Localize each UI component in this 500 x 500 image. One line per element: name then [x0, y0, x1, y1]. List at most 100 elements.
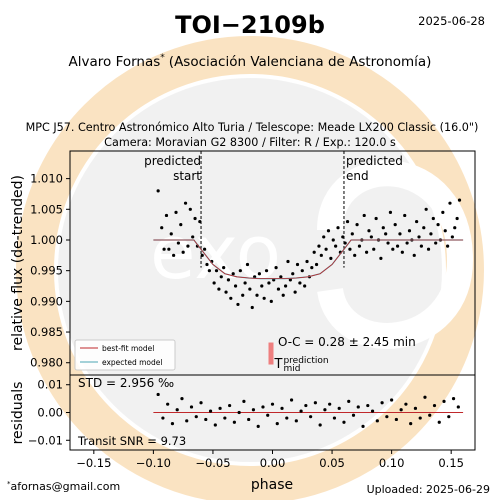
- residuals-x-ticks: −0.15 −0.10 −0.05 0.00 0.05 0.10 0.15: [76, 450, 464, 470]
- residuals-y-ticks: −0.01 0.00 0.01: [28, 378, 70, 447]
- residual-point: [442, 399, 446, 403]
- data-point: [253, 275, 257, 279]
- x-tick-label: −0.15: [76, 456, 111, 470]
- y-tick-label: 0.990: [30, 294, 63, 308]
- x-tick-label: 0.05: [319, 456, 345, 470]
- chart-title: TOI−2109b: [175, 11, 325, 39]
- residual-point: [232, 420, 236, 424]
- prediction-mid-sub: mid: [284, 364, 301, 374]
- residual-point: [180, 397, 184, 401]
- data-point: [214, 269, 219, 273]
- data-point: [300, 269, 304, 273]
- exoclock-watermark: exo: [16, 36, 484, 500]
- x-tick-label: −0.05: [195, 456, 230, 470]
- residual-point: [304, 403, 308, 408]
- observation-date: 2025-06-28: [418, 14, 485, 28]
- data-point: [176, 241, 180, 245]
- residual-point: [418, 416, 422, 420]
- data-point: [274, 266, 278, 270]
- residual-point: [185, 419, 189, 423]
- data-point: [291, 272, 295, 276]
- y-tick-label: 1.000: [30, 233, 63, 247]
- residual-point: [423, 395, 427, 399]
- y-tick-label: 0.985: [30, 325, 63, 339]
- data-point: [314, 262, 319, 267]
- x-tick-label: 0.00: [260, 456, 286, 470]
- residual-point: [228, 403, 232, 408]
- residual-points: [156, 392, 460, 428]
- data-point: [369, 235, 373, 239]
- data-point: [312, 250, 316, 254]
- email-mark: *: [7, 480, 11, 488]
- residual-point: [318, 423, 322, 427]
- data-point: [422, 226, 426, 230]
- data-point: [334, 244, 338, 248]
- data-point: [400, 250, 404, 254]
- residual-point: [432, 403, 437, 408]
- data-point: [233, 284, 238, 288]
- predicted-start-label: predicted: [144, 154, 201, 168]
- data-point: [429, 232, 433, 236]
- data-point: [443, 229, 447, 233]
- data-point: [436, 223, 440, 227]
- residual-point: [356, 405, 360, 409]
- data-point: [365, 250, 369, 254]
- data-point: [372, 247, 376, 251]
- data-point: [269, 299, 273, 303]
- residual-point: [208, 409, 213, 413]
- data-point: [286, 259, 290, 264]
- data-point: [367, 229, 371, 233]
- camera-info: Camera: Moravian G2 8300 / Filter: R / E…: [104, 136, 396, 149]
- data-point: [248, 287, 252, 291]
- data-point: [267, 281, 271, 285]
- residual-point: [189, 405, 194, 409]
- data-point: [348, 247, 352, 251]
- data-point: [212, 281, 216, 285]
- data-point: [407, 229, 412, 233]
- data-point: [245, 262, 250, 267]
- data-point: [353, 253, 357, 257]
- residual-point: [390, 398, 394, 402]
- residual-y-tick-label: −0.01: [28, 433, 63, 447]
- data-point: [279, 275, 283, 279]
- data-point: [200, 253, 204, 257]
- tmid-sup: prediction: [283, 356, 328, 366]
- residual-point: [404, 402, 408, 406]
- data-point: [260, 284, 264, 288]
- residual-point: [437, 420, 441, 424]
- residuals-y-label: residuals: [10, 382, 26, 445]
- data-point: [336, 226, 340, 230]
- data-point: [169, 232, 173, 236]
- data-point: [419, 244, 423, 248]
- residual-point: [366, 403, 370, 408]
- data-point: [191, 235, 195, 239]
- data-point: [305, 259, 309, 264]
- data-point: [319, 253, 323, 257]
- data-point: [207, 269, 211, 273]
- data-point: [181, 250, 185, 254]
- data-point: [388, 210, 393, 214]
- data-point: [310, 266, 314, 270]
- light-curve-y-ticks: 0.980 0.985 0.990 0.995 1.000 1.005 1.010: [30, 172, 70, 370]
- tmid-T: T: [274, 357, 283, 372]
- residual-point: [380, 401, 384, 405]
- data-point: [417, 235, 421, 239]
- data-point: [238, 269, 242, 273]
- residual-point: [280, 406, 284, 410]
- data-point: [167, 247, 171, 251]
- data-point: [162, 247, 166, 251]
- data-point: [329, 256, 333, 260]
- residual-point: [428, 413, 432, 417]
- uploaded-date: Uploaded: 2025-06-29: [367, 483, 490, 496]
- prediction-mid-bar: [268, 342, 274, 365]
- predicted-end-label: predicted: [346, 154, 403, 168]
- residual-point: [409, 422, 413, 426]
- residual-point: [275, 422, 279, 426]
- observer-line: Alvaro Fornas* (Asociación Valenciana de …: [69, 53, 432, 70]
- data-point: [393, 223, 397, 227]
- best-fit-model-line: [153, 239, 464, 279]
- data-point: [345, 219, 350, 224]
- data-point: [262, 296, 266, 300]
- residual-point: [342, 420, 346, 424]
